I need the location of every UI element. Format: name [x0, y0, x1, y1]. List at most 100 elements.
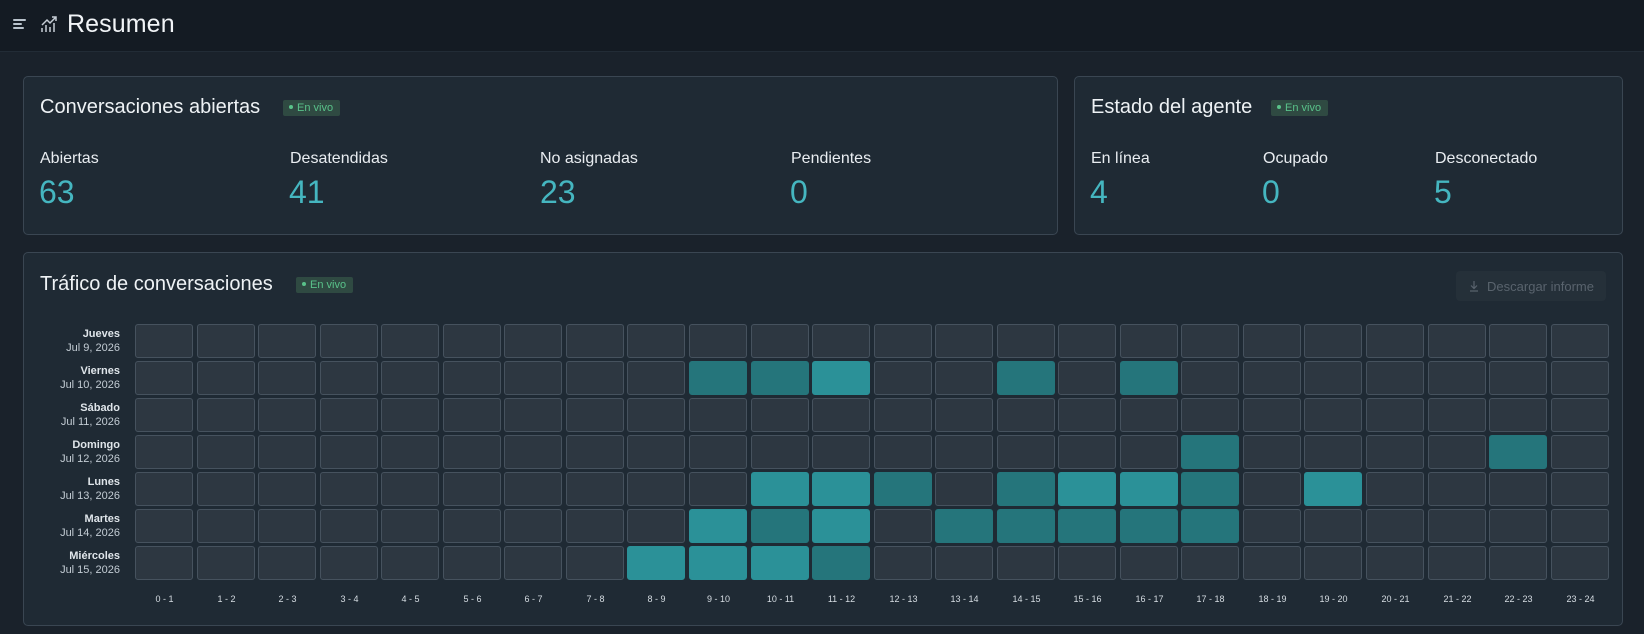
heatmap-cell[interactable] — [935, 546, 993, 580]
heatmap-cell[interactable] — [1304, 435, 1362, 469]
heatmap-cell[interactable] — [689, 324, 747, 358]
heatmap-cell[interactable] — [1058, 435, 1116, 469]
heatmap-cell[interactable] — [1243, 509, 1301, 543]
heatmap-cell[interactable] — [1489, 398, 1547, 432]
heatmap-cell[interactable] — [320, 509, 378, 543]
heatmap-cell[interactable] — [1489, 361, 1547, 395]
heatmap-cell[interactable] — [627, 435, 685, 469]
heatmap-cell[interactable] — [1551, 324, 1609, 358]
heatmap-cell[interactable] — [1366, 324, 1424, 358]
heatmap-cell[interactable] — [197, 398, 255, 432]
heatmap-cell[interactable] — [504, 324, 562, 358]
heatmap-cell[interactable] — [1304, 361, 1362, 395]
heatmap-cell[interactable] — [751, 546, 809, 580]
heatmap-cell[interactable] — [1489, 546, 1547, 580]
heatmap-cell[interactable] — [1120, 509, 1178, 543]
heatmap-cell[interactable] — [997, 472, 1055, 506]
heatmap-cell[interactable] — [1366, 398, 1424, 432]
heatmap-cell[interactable] — [1304, 398, 1362, 432]
heatmap-cell[interactable] — [504, 435, 562, 469]
heatmap-cell[interactable] — [381, 398, 439, 432]
heatmap-cell[interactable] — [1366, 361, 1424, 395]
heatmap-cell[interactable] — [1304, 509, 1362, 543]
heatmap-cell[interactable] — [751, 324, 809, 358]
heatmap-cell[interactable] — [566, 361, 624, 395]
heatmap-cell[interactable] — [566, 435, 624, 469]
heatmap-cell[interactable] — [1181, 324, 1239, 358]
heatmap-cell[interactable] — [935, 361, 993, 395]
heatmap-cell[interactable] — [627, 361, 685, 395]
heatmap-cell[interactable] — [689, 472, 747, 506]
heatmap-cell[interactable] — [258, 472, 316, 506]
heatmap-cell[interactable] — [1181, 546, 1239, 580]
heatmap-cell[interactable] — [381, 509, 439, 543]
heatmap-cell[interactable] — [1181, 435, 1239, 469]
heatmap-cell[interactable] — [1243, 398, 1301, 432]
heatmap-cell[interactable] — [1366, 435, 1424, 469]
heatmap-cell[interactable] — [1428, 324, 1486, 358]
heatmap-cell[interactable] — [1058, 509, 1116, 543]
heatmap-cell[interactable] — [566, 509, 624, 543]
heatmap-cell[interactable] — [135, 546, 193, 580]
heatmap-cell[interactable] — [504, 398, 562, 432]
heatmap-cell[interactable] — [135, 472, 193, 506]
heatmap-cell[interactable] — [1304, 324, 1362, 358]
heatmap-cell[interactable] — [197, 361, 255, 395]
heatmap-cell[interactable] — [1058, 361, 1116, 395]
heatmap-cell[interactable] — [935, 435, 993, 469]
heatmap-cell[interactable] — [1120, 324, 1178, 358]
heatmap-cell[interactable] — [381, 472, 439, 506]
heatmap-cell[interactable] — [135, 324, 193, 358]
heatmap-cell[interactable] — [1058, 472, 1116, 506]
heatmap-cell[interactable] — [1551, 509, 1609, 543]
heatmap-cell[interactable] — [258, 324, 316, 358]
heatmap-cell[interactable] — [689, 509, 747, 543]
heatmap-cell[interactable] — [874, 546, 932, 580]
heatmap-cell[interactable] — [1428, 361, 1486, 395]
heatmap-cell[interactable] — [1428, 398, 1486, 432]
heatmap-cell[interactable] — [812, 509, 870, 543]
heatmap-cell[interactable] — [1551, 435, 1609, 469]
heatmap-cell[interactable] — [627, 472, 685, 506]
heatmap-cell[interactable] — [751, 435, 809, 469]
heatmap-cell[interactable] — [935, 472, 993, 506]
heatmap-cell[interactable] — [812, 472, 870, 506]
heatmap-cell[interactable] — [320, 398, 378, 432]
heatmap-cell[interactable] — [1428, 509, 1486, 543]
heatmap-cell[interactable] — [1120, 398, 1178, 432]
heatmap-cell[interactable] — [689, 435, 747, 469]
heatmap-cell[interactable] — [197, 324, 255, 358]
heatmap-cell[interactable] — [320, 324, 378, 358]
heatmap-cell[interactable] — [627, 509, 685, 543]
heatmap-cell[interactable] — [812, 398, 870, 432]
heatmap-cell[interactable] — [1304, 546, 1362, 580]
heatmap-cell[interactable] — [1120, 361, 1178, 395]
heatmap-cell[interactable] — [1181, 361, 1239, 395]
heatmap-cell[interactable] — [1489, 509, 1547, 543]
menu-icon[interactable] — [13, 19, 26, 31]
heatmap-cell[interactable] — [197, 509, 255, 543]
heatmap-cell[interactable] — [874, 435, 932, 469]
heatmap-cell[interactable] — [443, 509, 501, 543]
heatmap-cell[interactable] — [504, 546, 562, 580]
heatmap-cell[interactable] — [874, 398, 932, 432]
heatmap-cell[interactable] — [566, 546, 624, 580]
heatmap-cell[interactable] — [566, 472, 624, 506]
heatmap-cell[interactable] — [1243, 435, 1301, 469]
heatmap-cell[interactable] — [1243, 546, 1301, 580]
heatmap-cell[interactable] — [751, 509, 809, 543]
heatmap-cell[interactable] — [258, 509, 316, 543]
heatmap-cell[interactable] — [1551, 472, 1609, 506]
heatmap-cell[interactable] — [1058, 398, 1116, 432]
heatmap-cell[interactable] — [874, 509, 932, 543]
heatmap-cell[interactable] — [1428, 435, 1486, 469]
heatmap-cell[interactable] — [258, 435, 316, 469]
heatmap-cell[interactable] — [381, 435, 439, 469]
heatmap-cell[interactable] — [197, 546, 255, 580]
heatmap-cell[interactable] — [381, 546, 439, 580]
heatmap-cell[interactable] — [566, 324, 624, 358]
heatmap-cell[interactable] — [1058, 324, 1116, 358]
heatmap-cell[interactable] — [320, 472, 378, 506]
heatmap-cell[interactable] — [1120, 472, 1178, 506]
heatmap-cell[interactable] — [135, 509, 193, 543]
